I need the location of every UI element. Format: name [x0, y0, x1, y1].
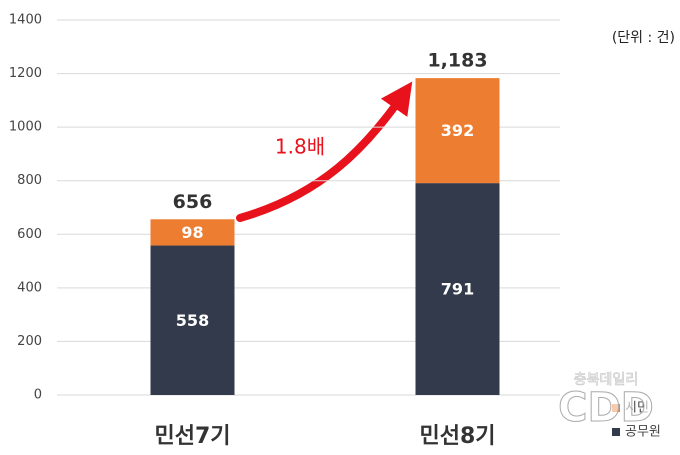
bar-segment: [415, 78, 500, 184]
bar-segment: [150, 219, 235, 246]
y-tick-label: 1400: [9, 13, 42, 28]
value-label: 558: [176, 311, 209, 330]
y-tick-label: 800: [17, 173, 42, 188]
value-label: 791: [441, 280, 474, 299]
y-tick-label: 0: [34, 388, 42, 403]
legend-label: 시민: [625, 401, 649, 416]
y-tick-label: 1200: [9, 66, 42, 81]
x-tick-label: 민선7기: [154, 424, 230, 449]
growth-arrow: [236, 81, 413, 222]
annotation: 1.8배: [275, 135, 325, 159]
value-label: 98: [181, 223, 203, 242]
y-tick-label: 1000: [9, 120, 42, 135]
total-label: 1,183: [427, 50, 487, 72]
x-tick-label: 민선8기: [419, 424, 495, 449]
watermark: 충북데일리: [574, 372, 638, 388]
total-label: 656: [173, 191, 213, 213]
legend-swatch: [612, 428, 620, 436]
legend-swatch: [612, 404, 620, 412]
y-tick-label: 600: [17, 227, 42, 242]
bar-segment: [150, 245, 235, 395]
unit-note: (단위 : 건): [612, 30, 675, 46]
y-tick-label: 200: [17, 334, 42, 349]
value-label: 392: [441, 121, 474, 140]
plot: 0 200 400 600 800 1000 1200 1400 558 98 656 민선7기 791…: [9, 13, 661, 450]
legend-label: 공무원: [625, 425, 661, 440]
bar-segment: [415, 183, 500, 395]
watermark: CDD: [558, 385, 654, 431]
y-tick-label: 400: [17, 280, 42, 295]
